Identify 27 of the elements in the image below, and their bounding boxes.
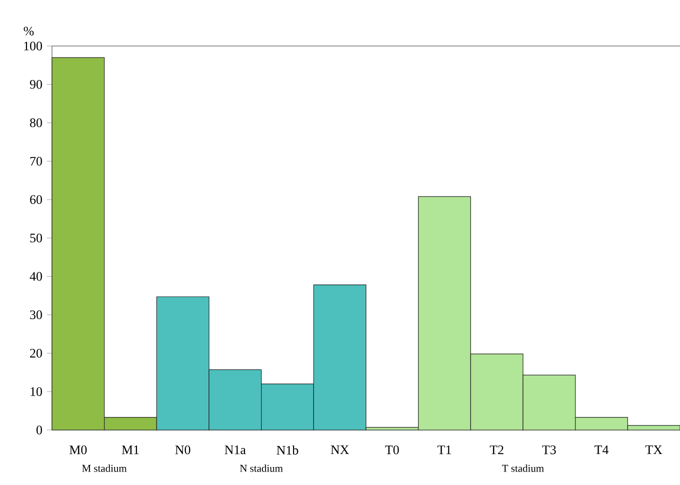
text: N stadium — [240, 464, 283, 472]
y-tick-label: 30 — [30, 310, 42, 320]
x-tick-label: T2 — [490, 446, 504, 454]
y-tick-label: 70 — [30, 156, 42, 166]
text: M stadium — [82, 464, 127, 472]
x-tick-label: T4 — [594, 446, 609, 454]
x-tick-label: T3 — [542, 446, 556, 454]
x-tick-label: T1 — [438, 446, 451, 454]
x-tick-label: T0 — [385, 446, 399, 454]
x-tick-label: TX — [645, 446, 662, 454]
y-tick-label: 90 — [30, 80, 42, 89]
x-tick-label: N0 — [175, 446, 190, 454]
x-tick-label: M0 — [70, 446, 87, 454]
y-tick-label: 10 — [30, 387, 42, 396]
y-axis-title: % — [24, 26, 34, 36]
y-tick-label: 50 — [30, 234, 42, 242]
y-tick-label: 60 — [30, 195, 42, 204]
x-tick-label: NX — [330, 446, 349, 454]
y-tick-label: 80 — [30, 118, 42, 128]
x-tick-label: M1 — [122, 446, 139, 454]
y-tick-label: 100 — [24, 42, 42, 50]
x-tick-label: N1a — [224, 446, 246, 454]
y-tick-label: 40 — [30, 272, 42, 281]
y-tick-label: 20 — [30, 348, 42, 358]
x-tick-label: N1b — [276, 446, 298, 455]
text: T stadium — [502, 464, 544, 472]
y-tick-label: 0 — [36, 426, 42, 434]
